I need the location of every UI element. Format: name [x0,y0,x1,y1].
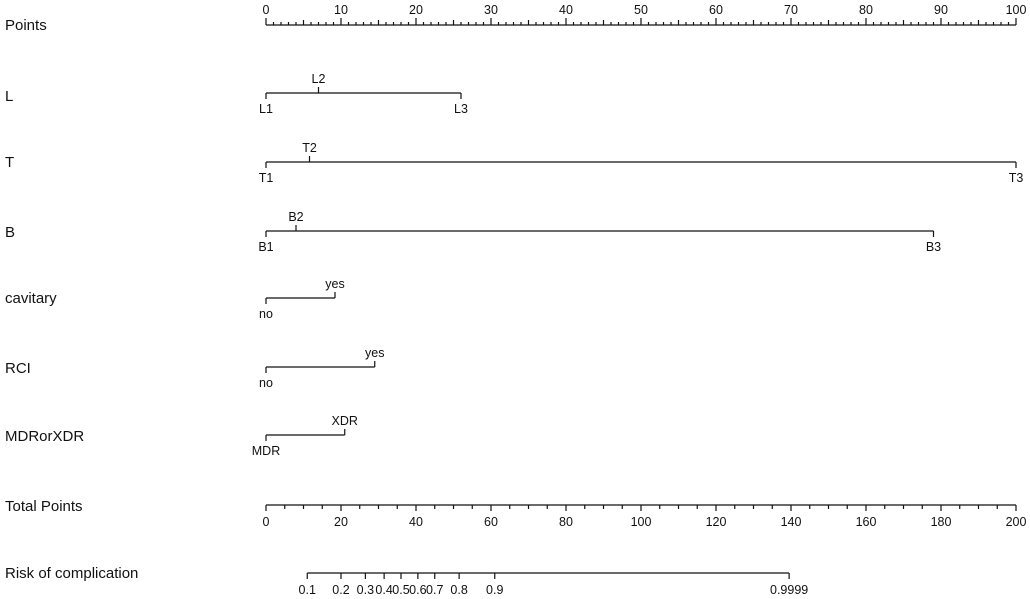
level-label-t-t2: T2 [302,141,317,155]
points-tick-label: 60 [709,3,723,17]
risk-tick-label: 0.6 [409,583,426,597]
total-points-tick-label: 60 [484,515,498,529]
points-tick-label: 20 [409,3,423,17]
risk-tick-label: 0.9 [486,583,503,597]
risk-tick-label: 0.2 [332,583,349,597]
level-label-cavitary-no: no [259,307,273,321]
total-points-tick-label: 160 [856,515,877,529]
risk-tick-label: 0.1 [299,583,316,597]
variable-label-cavitary: cavitary [5,290,57,307]
points-tick-label: 80 [859,3,873,17]
total-points-tick-label: 140 [781,515,802,529]
risk-axis: Risk of complication 0.1 0.2 0.3 0.4 0.5 0.6 0… [5,565,808,597]
points-tick-label: 70 [784,3,798,17]
risk-tick-label: 0.7 [426,583,443,597]
points-tick-label: 90 [934,3,948,17]
risk-tick-label: 0.9999 [770,583,808,597]
level-label-l-l3: L3 [454,102,468,116]
variable-label-l: L [5,88,13,105]
points-tick-label: 100 [1006,3,1027,17]
variable-label-rci: RCI [5,360,31,377]
points-tick-label: 30 [484,3,498,17]
level-label-cavitary-yes: yes [325,277,344,291]
level-label-t-t3: T3 [1009,171,1024,185]
level-label-rci-yes: yes [365,346,384,360]
risk-tick-label: 0.5 [392,583,409,597]
total-points-tick-label: 200 [1006,515,1027,529]
total-points-tick-label: 20 [334,515,348,529]
total-points-axis: Total Points 0 20 40 60 80 100 120 140 160 180 200 [5,498,1026,529]
level-label-b-b1: B1 [258,240,273,254]
variable-rows: L T B cavitary RCI MDRorXDR L1 L2 L3 T1 T2 T3… [5,72,1023,458]
risk-tick-label: 0.8 [450,583,467,597]
risk-tick-label: 0.3 [357,583,374,597]
variable-label-t: T [5,154,14,171]
total-points-tick-label: 120 [706,515,727,529]
level-label-l-l2: L2 [312,72,326,86]
risk-tick-label: 0.4 [375,583,392,597]
points-tick-label: 40 [559,3,573,17]
points-axis-label: Points [5,17,47,34]
total-points-axis-label: Total Points [5,498,83,515]
total-points-tick-label: 100 [631,515,652,529]
total-points-tick-label: 180 [931,515,952,529]
points-tick-label: 10 [334,3,348,17]
level-label-b-b2: B2 [288,210,303,224]
level-label-mdrorxdr-mdr: MDR [252,444,280,458]
total-points-tick-label: 40 [409,515,423,529]
total-points-tick-label: 80 [559,515,573,529]
variable-label-mdrorxdr: MDRorXDR [5,428,84,445]
level-label-mdrorxdr-xdr: XDR [332,414,358,428]
level-label-rci-no: no [259,376,273,390]
risk-axis-label: Risk of complication [5,565,138,582]
points-tick-label: 0 [263,3,270,17]
level-label-l-l1: L1 [259,102,273,116]
variable-label-b: B [5,224,15,241]
level-label-b-b3: B3 [926,240,941,254]
points-axis: Points 0 10 20 30 40 50 60 70 80 90 100 [5,3,1026,34]
level-label-t-t1: T1 [259,171,274,185]
points-tick-label: 50 [634,3,648,17]
total-points-tick-label: 0 [263,515,270,529]
